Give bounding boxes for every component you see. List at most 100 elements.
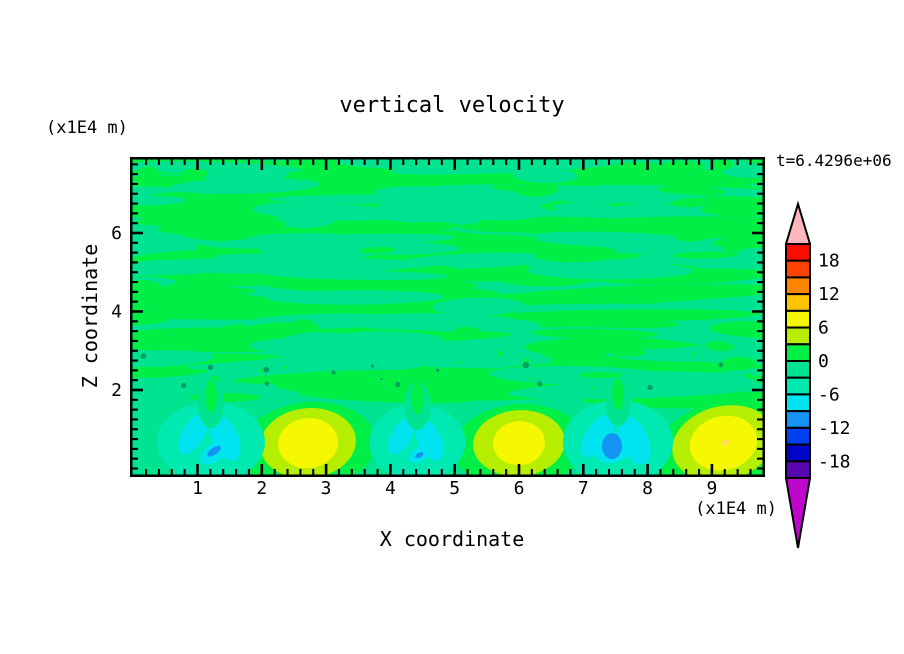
- field-speckle: [263, 366, 270, 373]
- colorbar-segment: [785, 259, 811, 279]
- colorbar-segment: [785, 393, 811, 413]
- field-streak: [510, 221, 562, 233]
- colorbar-tick-label: -18: [818, 451, 851, 472]
- colorbar[interactable]: [784, 200, 812, 549]
- field-speckle: [746, 372, 753, 379]
- colorbar-segment: [785, 276, 811, 296]
- x-tick-label: 6: [514, 478, 525, 499]
- updraft-core: [278, 418, 339, 469]
- x-tick-label: 8: [642, 478, 653, 499]
- field-streak: [551, 202, 613, 211]
- field-streak: [279, 331, 355, 350]
- field-streak: [230, 202, 253, 212]
- field-speckle: [395, 381, 401, 388]
- colorbar-tick-label: 18: [818, 251, 840, 272]
- field-speckle: [496, 350, 503, 357]
- updraft-peak-dot: [720, 439, 730, 446]
- field-streak: [721, 356, 756, 371]
- field-streak: [391, 317, 541, 332]
- field-speckle: [264, 381, 270, 387]
- plot-area[interactable]: [29, 147, 882, 506]
- field-streak: [552, 354, 592, 363]
- axis-ticks: [132, 159, 763, 475]
- field-streak: [502, 175, 765, 185]
- downdraft-notch-tip: [205, 380, 218, 413]
- colorbar-segment: [785, 460, 811, 480]
- colorbar-labels: 18 12 6 0 -6 -12 -18: [818, 251, 851, 473]
- field-streak: [256, 219, 286, 229]
- field-streak: [256, 352, 461, 368]
- colorbar-segment: [785, 326, 811, 346]
- field-streak: [586, 164, 765, 177]
- field-streak: [130, 363, 209, 378]
- colorbar-segment: [785, 376, 811, 396]
- x-tick-label: 9: [706, 478, 717, 499]
- colorbar-tick-label: 12: [818, 284, 840, 305]
- plot-border: [130, 157, 765, 477]
- field-speckle: [529, 377, 534, 381]
- colorbar-segment: [785, 410, 811, 429]
- field-streak: [174, 258, 428, 274]
- field-streak: [557, 192, 674, 203]
- field-speckle: [714, 394, 720, 400]
- field-streak: [709, 159, 734, 170]
- field-speckle: [259, 369, 264, 374]
- downdraft-lobe: [178, 414, 208, 455]
- field-streak: [359, 246, 396, 254]
- x-tick-label: 5: [449, 478, 460, 499]
- field-streak: [579, 372, 623, 379]
- field-streak: [645, 299, 748, 309]
- downdraft-notch-tip: [612, 378, 625, 411]
- colorbar-tick-label: -6: [818, 384, 840, 405]
- field-speckle: [181, 382, 187, 389]
- downdraft-notch-tip: [411, 382, 424, 415]
- field-speckle: [378, 379, 384, 385]
- x-tick-label: 1: [192, 478, 203, 499]
- x-tick-label: 3: [321, 478, 332, 499]
- downdraft-lobe: [388, 418, 415, 455]
- field-speckle: [211, 375, 217, 382]
- field-streak: [461, 201, 547, 221]
- field-speckle: [691, 352, 696, 356]
- field-speckle: [283, 365, 287, 369]
- x-axis-label: X coordinate: [380, 527, 525, 551]
- field-speckle: [140, 353, 147, 359]
- field-speckle: [718, 362, 724, 368]
- field-streak: [233, 367, 508, 385]
- field-speckle: [215, 376, 220, 381]
- field-streak: [274, 212, 336, 228]
- field-speckle: [522, 362, 529, 369]
- updraft-cell: [240, 401, 377, 477]
- downdraft-outer: [157, 402, 265, 477]
- figure-title: vertical velocity: [339, 93, 564, 118]
- downdraft-lobe: [581, 415, 615, 458]
- field-streak: [420, 265, 458, 274]
- field-streak: [432, 297, 526, 316]
- field-streak: [397, 252, 556, 269]
- field-streak: [183, 332, 213, 341]
- colorbar-segment: [785, 243, 811, 262]
- colorbar-tick-label: 6: [818, 318, 829, 339]
- field-speckle: [435, 368, 440, 372]
- colorbar-over-arrow: [784, 200, 812, 245]
- colorbar-segment: [785, 360, 811, 379]
- field-streak: [579, 291, 654, 304]
- field-streak: [130, 195, 186, 206]
- y-tick-label: 6: [111, 223, 122, 244]
- field-streak: [386, 221, 460, 231]
- field-speckle: [457, 360, 461, 364]
- field-streak: [325, 331, 444, 348]
- field-speckle: [331, 370, 336, 375]
- field-streak: [170, 177, 320, 195]
- field-speckle: [647, 384, 653, 390]
- field-streak: [674, 228, 712, 242]
- y-axis-unit: (x1E4 m): [46, 118, 128, 138]
- y-axis-label: Z coordinate: [78, 244, 102, 389]
- field-streak: [658, 160, 706, 172]
- field-streak: [454, 326, 481, 336]
- field-speckle: [613, 353, 620, 360]
- field-streak: [157, 224, 210, 235]
- colorbar-tick-label: 0: [818, 351, 829, 372]
